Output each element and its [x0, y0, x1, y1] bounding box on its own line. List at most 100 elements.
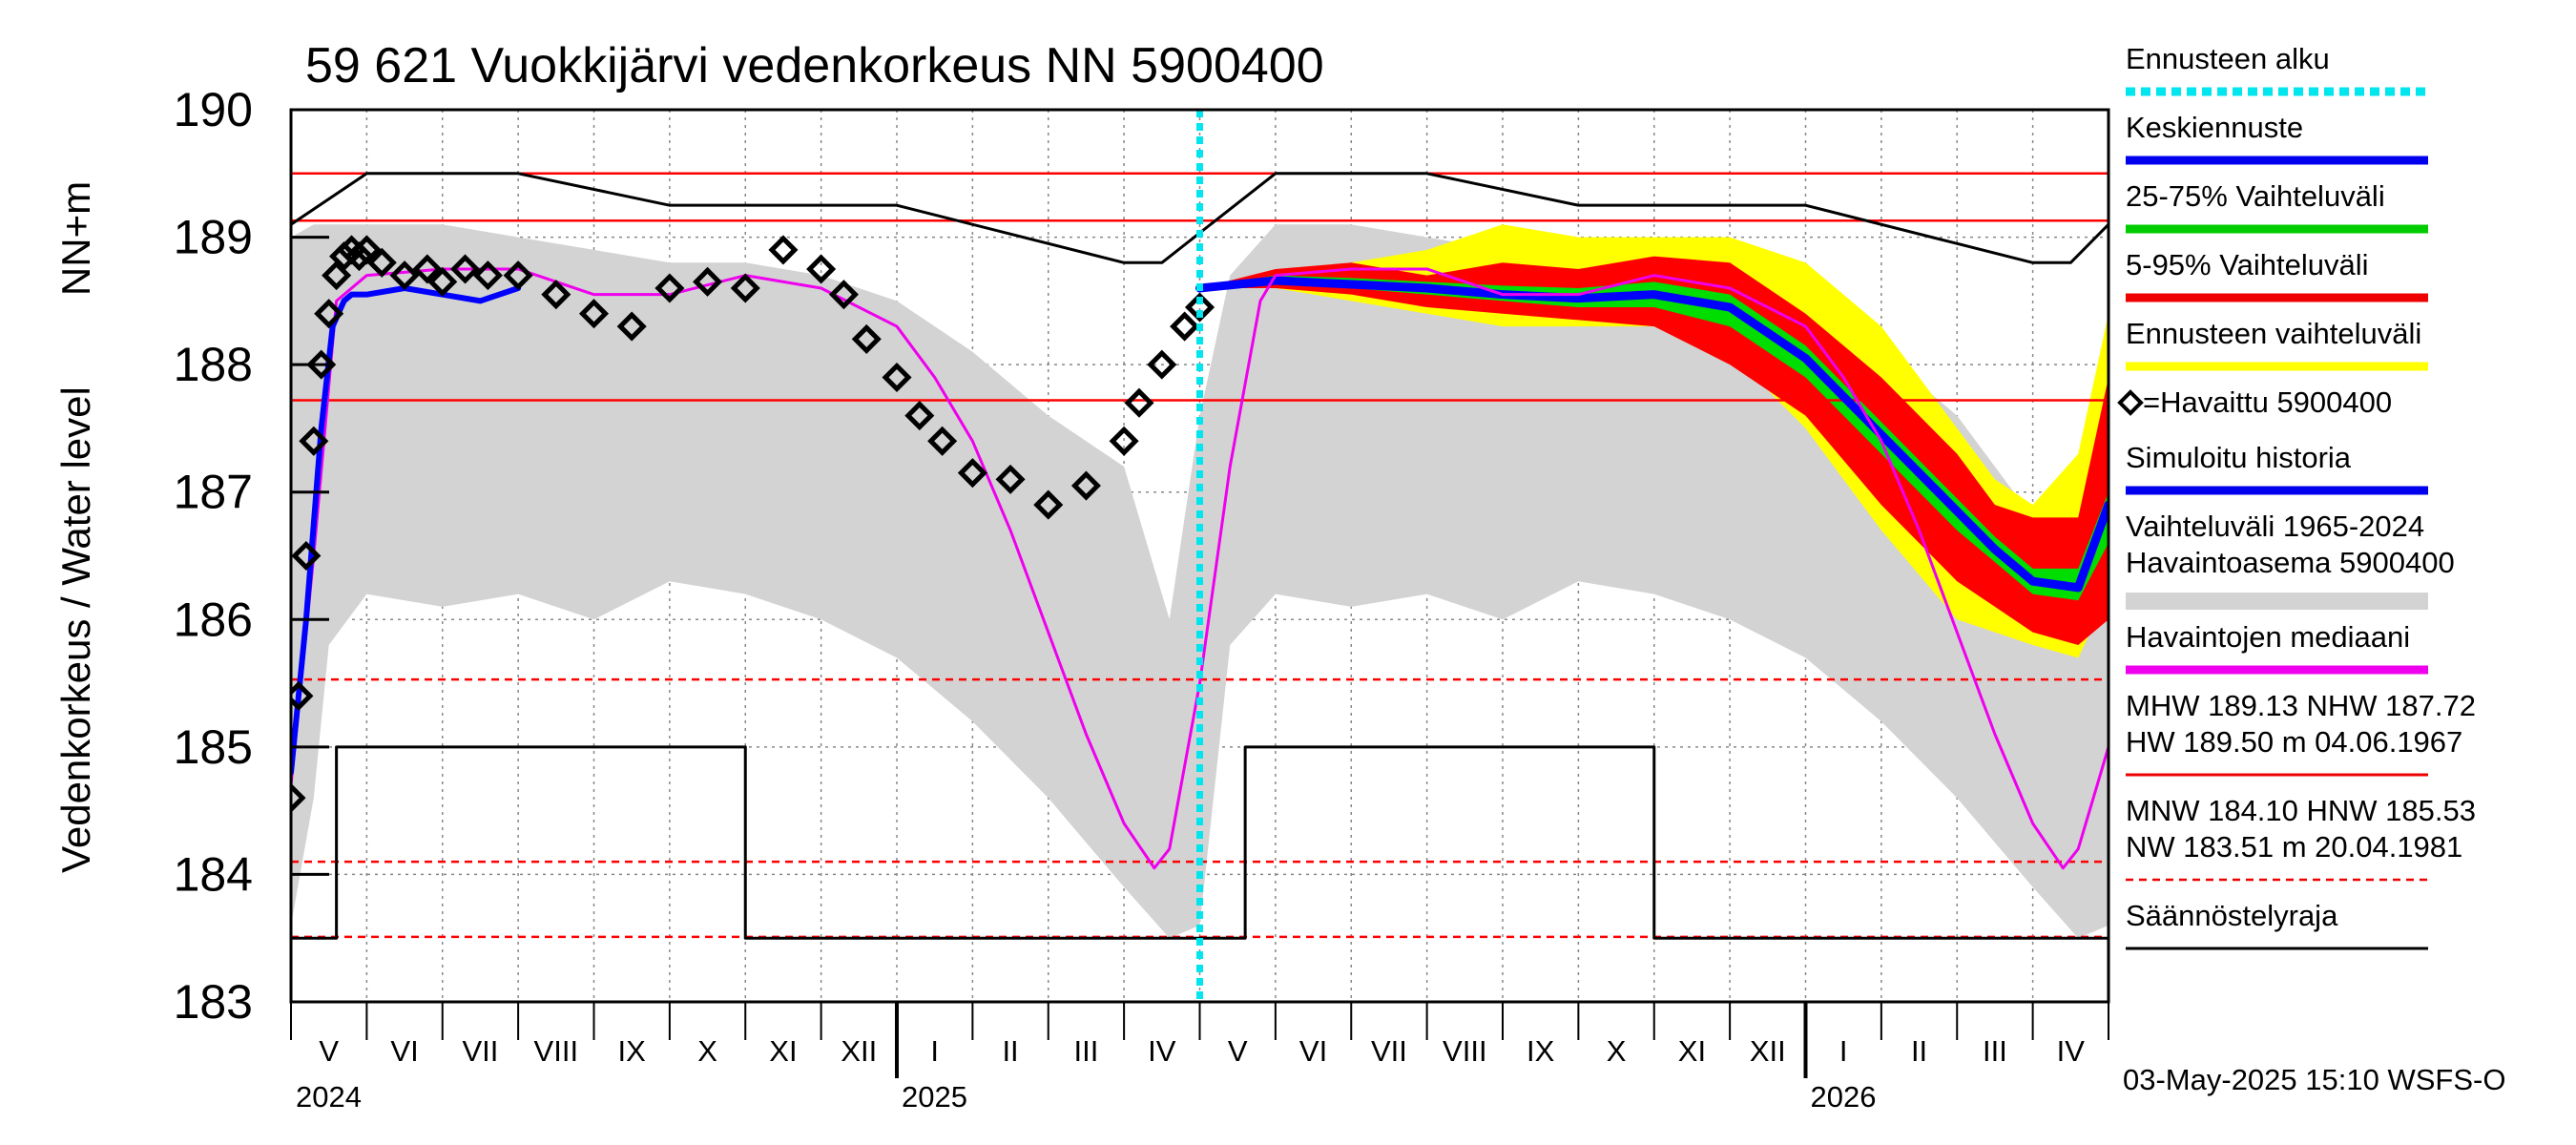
- legend-label: Havaintojen mediaani: [2126, 620, 2410, 654]
- chart-title: 59 621 Vuokkijärvi vedenkorkeus NN 59004…: [305, 38, 1324, 94]
- observed-point: [351, 235, 382, 265]
- observed-point: [1033, 489, 1064, 520]
- observed-point: [995, 464, 1026, 494]
- observed-point: [693, 266, 723, 297]
- y-axis-unit: NN+m: [53, 181, 98, 296]
- legend-item-vaihteluv-li-1965-2024: Vaihteluväli 1965-2024 Havaintoasema 590…: [2126, 510, 2455, 610]
- observed-point: [578, 299, 610, 329]
- observed-point: [957, 458, 987, 489]
- legend-item-simuloitu-historia: Simuloitu historia: [2126, 441, 2428, 495]
- observed-point: [291, 782, 306, 813]
- legend-item-havaittu-5900400: =Havaittu 5900400: [2117, 385, 2392, 419]
- x-month-label: VIII: [1443, 1034, 1487, 1068]
- observed-point: [768, 235, 799, 265]
- y-axis-label: Vedenkorkeus / Water level: [53, 386, 98, 873]
- legend-label: Simuloitu historia: [2126, 441, 2352, 474]
- x-year-label: 2026: [1811, 1080, 1877, 1114]
- observed-point: [306, 349, 337, 380]
- y-tick-label: 184: [174, 847, 253, 901]
- observed-point: [291, 540, 322, 572]
- observed-point: [314, 299, 344, 329]
- x-year-label: 2025: [902, 1080, 967, 1114]
- legend-label-2: HW 189.50 m 04.06.1967: [2126, 725, 2462, 759]
- x-month-label: X: [697, 1034, 717, 1068]
- legend-item-keskiennuste: Keskiennuste: [2126, 111, 2428, 165]
- observed-point: [882, 362, 912, 393]
- y-tick-label: 189: [174, 211, 253, 264]
- y-tick-label: 187: [174, 466, 253, 519]
- x-month-label: VII: [1371, 1034, 1407, 1068]
- observed-point: [343, 241, 374, 272]
- x-month-label: II: [1002, 1034, 1018, 1068]
- observed-point: [503, 260, 533, 291]
- band-5-95-vaihteluv-li: [1199, 256, 2109, 645]
- x-month-label: XII: [841, 1034, 877, 1068]
- observed-point: [291, 680, 314, 711]
- legend: Ennusteen alku Keskiennuste 25-75% Vaihtel…: [2117, 42, 2476, 950]
- series-havaintojen-mediaani: [291, 267, 2109, 870]
- series-keskiennuste: [1195, 276, 2109, 593]
- x-month-label: XII: [1750, 1034, 1786, 1068]
- legend-label: 5-95% Vaihteluväli: [2126, 248, 2368, 281]
- observed-point: [427, 266, 458, 297]
- y-tick-label: 188: [174, 338, 253, 391]
- x-month-label: IX: [1527, 1034, 1555, 1068]
- observed-point: [1124, 387, 1154, 418]
- observed-point: [806, 254, 837, 284]
- x-month-label: I: [930, 1034, 939, 1068]
- observed-point: [322, 260, 352, 291]
- observed-point: [472, 260, 503, 291]
- legend-item-ennusteen-vaihteluv-li: Ennusteen vaihteluväli: [2126, 317, 2428, 371]
- y-tick-label: 183: [174, 975, 253, 1029]
- x-month-label: IV: [1148, 1034, 1176, 1068]
- legend-marker-icon: [2117, 389, 2144, 416]
- observed-point: [654, 273, 685, 303]
- x-month-label: X: [1607, 1034, 1627, 1068]
- x-year-label: 2024: [296, 1080, 362, 1114]
- x-month-label: VIII: [534, 1034, 579, 1068]
- observed-point: [828, 280, 859, 310]
- x-month-label: VI: [390, 1034, 418, 1068]
- observed-point: [904, 401, 935, 431]
- legend-item-havaintojen-mediaani: Havaintojen mediaani: [2126, 620, 2428, 675]
- legend-label: MHW 189.13 NHW 187.72: [2126, 689, 2476, 722]
- observed-point: [851, 323, 882, 354]
- series-s-nn-stelyraja: [291, 745, 2109, 940]
- x-month-label: V: [319, 1034, 339, 1068]
- observed-point: [450, 254, 481, 284]
- legend-label: Säännöstelyraja: [2126, 899, 2338, 932]
- observed-point: [1170, 311, 1200, 342]
- x-month-label: XI: [769, 1034, 797, 1068]
- x-month-label: VII: [462, 1034, 498, 1068]
- legend-label: =Havaittu 5900400: [2143, 385, 2392, 419]
- observed-point: [1070, 470, 1101, 501]
- legend-label: Ennusteen vaihteluväli: [2126, 317, 2421, 350]
- legend-label-2: Havaintoasema 5900400: [2126, 546, 2455, 579]
- legend-item-5-95-vaihteluv-li: 5-95% Vaihteluväli: [2126, 248, 2428, 302]
- observed-point: [366, 247, 397, 278]
- x-month-label: XI: [1678, 1034, 1706, 1068]
- y-tick-label: 186: [174, 593, 253, 646]
- x-month-label: IX: [618, 1034, 647, 1068]
- observed-point: [1184, 292, 1215, 323]
- legend-item-25-75-vaihteluv-li: 25-75% Vaihteluväli: [2126, 179, 2428, 234]
- observed-point: [927, 426, 958, 456]
- x-month-label: IV: [2057, 1034, 2086, 1068]
- observed-point: [299, 426, 329, 456]
- x-month-label: II: [1911, 1034, 1927, 1068]
- x-month-label: VI: [1299, 1034, 1327, 1068]
- x-month-label: III: [1074, 1034, 1099, 1068]
- band-ennusteen-vaihteluv-li: [1199, 224, 2109, 658]
- observed-point: [1147, 349, 1177, 380]
- observed-point: [412, 254, 443, 284]
- observed-point: [389, 260, 420, 291]
- y-tick-label: 185: [174, 720, 253, 774]
- legend-label: 25-75% Vaihteluväli: [2126, 179, 2385, 213]
- legend-item-ennusteen-alku: Ennusteen alku: [2126, 42, 2428, 96]
- legend-label-2: NW 183.51 m 20.04.1981: [2126, 830, 2462, 864]
- y-tick-label: 190: [174, 83, 253, 136]
